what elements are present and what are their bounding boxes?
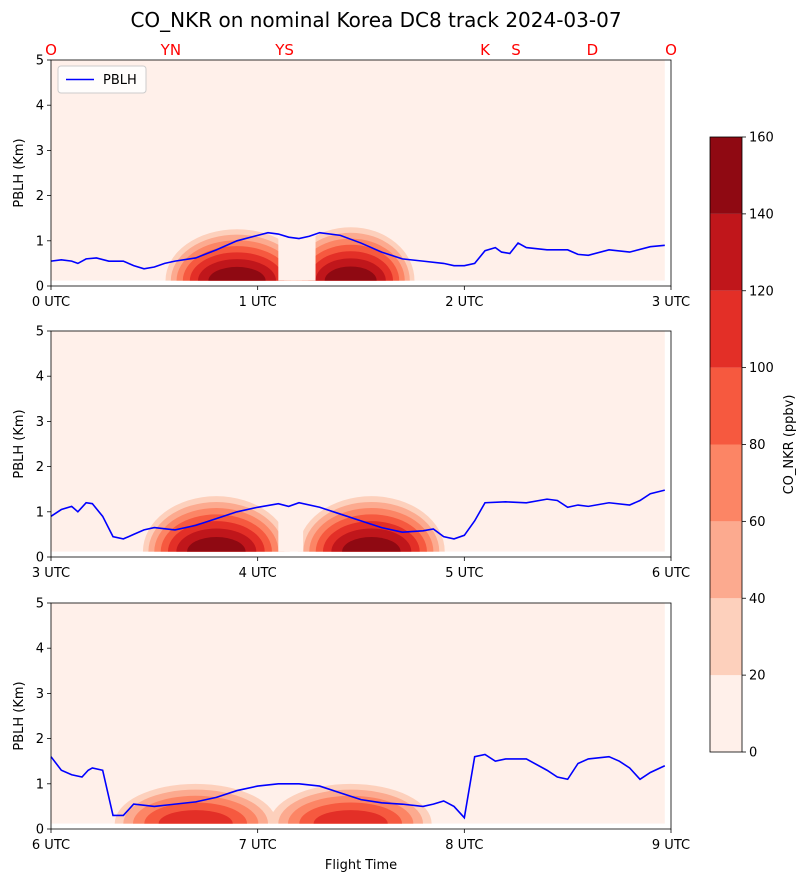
chart-title: CO_NKR on nominal Korea DC8 track 2024-0… (130, 8, 621, 32)
colorbar: 0 20 40 60 80 100 120 140 160 CO_NKR (ppbv) (709, 131, 797, 761)
colorbar-band (710, 367, 742, 445)
contour-level (187, 536, 246, 552)
y-tick-label: 1 (36, 234, 44, 249)
pblh-line (50, 753, 666, 820)
y-tick-label: 0 (36, 823, 44, 838)
y-tick-label: 0 (36, 551, 44, 566)
y-axis-label: PBLH (Km) (12, 409, 27, 478)
colorbar-band (710, 521, 742, 599)
colorbar-tick-label: 60 (749, 515, 766, 530)
site-label: K (480, 41, 491, 59)
panel-2: 0 1 2 3 4 5 3 UTC 4 UTC 5 UTC 6 UTC PBLH (Km) (12, 325, 690, 582)
y-tick-label: 2 (36, 460, 44, 475)
legend-label: PBLH (103, 73, 137, 88)
x-axis-label: Flight Time (325, 858, 397, 873)
y-axis-label: PBLH (Km) (12, 138, 27, 207)
pblh-line (50, 489, 665, 540)
y-axis-label: PBLH (Km) (12, 681, 27, 750)
x-tick-label: 7 UTC (239, 838, 277, 853)
colorbar-tick-label: 160 (749, 131, 774, 146)
y-tick-label: 3 (36, 687, 44, 702)
contour-level (313, 810, 388, 824)
site-labels: O YN YS K S D O (45, 41, 677, 59)
y-tick-label: 0 (36, 280, 44, 295)
colorbar-band (710, 598, 742, 676)
colorbar-tick-label: 100 (749, 361, 774, 376)
y-tick-label: 2 (36, 189, 44, 204)
site-label: D (587, 41, 599, 59)
colorbar-tick-label: 0 (749, 746, 757, 761)
y-tick-label: 5 (36, 325, 44, 340)
x-tick-label: 4 UTC (239, 566, 277, 581)
colorbar-label: CO_NKR (ppbv) (782, 395, 797, 495)
site-label: YN (160, 41, 181, 59)
x-tick-label: 2 UTC (445, 295, 483, 310)
y-tick-label: 3 (36, 415, 44, 430)
y-tick-label: 3 (36, 144, 44, 159)
contour-level (158, 810, 233, 824)
colorbar-tick-label: 120 (749, 284, 774, 299)
contour-level (324, 266, 377, 281)
colorbar-band (710, 444, 742, 522)
y-tick-label: 4 (36, 642, 44, 657)
colorbar-band (710, 675, 742, 752)
contour-fill (142, 495, 445, 552)
x-tick-label: 5 UTC (445, 566, 483, 581)
contour-level (342, 536, 401, 552)
y-tick-label: 4 (36, 99, 44, 114)
x-tick-label: 0 UTC (32, 295, 70, 310)
pblh-line (50, 231, 665, 270)
y-tick-label: 4 (36, 370, 44, 385)
colorbar-band (710, 213, 742, 291)
axes-frame (50, 602, 672, 830)
x-tick-label: 1 UTC (239, 295, 277, 310)
site-label: O (665, 41, 677, 59)
y-tick-label: 2 (36, 732, 44, 747)
legend: PBLH (57, 65, 147, 94)
colorbar-tick-label: 140 (749, 207, 774, 222)
x-tick-label: 3 UTC (652, 295, 690, 310)
colorbar-band (710, 137, 742, 214)
contour-fill (165, 224, 415, 281)
x-tick-label: 3 UTC (32, 566, 70, 581)
x-tick-label: 8 UTC (445, 838, 483, 853)
panel-1: 0 1 2 3 4 5 0 UTC 1 UTC 2 UTC 3 UTC PBLH (Km) PBLH (12, 54, 690, 311)
panel-3: 0 1 2 3 4 5 6 UTC 7 UTC 8 UTC 9 UTC PBLH (Km) (12, 597, 690, 854)
site-label: YS (274, 41, 294, 59)
site-label: S (511, 41, 521, 59)
x-tick-label: 6 UTC (652, 566, 690, 581)
x-tick-label: 9 UTC (652, 838, 690, 853)
x-tick-label: 6 UTC (32, 838, 70, 853)
axes-frame (50, 59, 672, 287)
y-tick-label: 5 (36, 54, 44, 69)
contour-gap (278, 224, 316, 281)
site-label: O (45, 41, 57, 59)
contour-level (208, 266, 266, 281)
axes-frame (50, 330, 672, 558)
y-tick-label: 5 (36, 597, 44, 612)
colorbar-tick-label: 80 (749, 438, 766, 453)
y-tick-label: 1 (36, 505, 44, 520)
colorbar-tick-label: 40 (749, 592, 766, 607)
y-tick-label: 1 (36, 777, 44, 792)
colorbar-tick-label: 20 (749, 669, 766, 684)
colorbar-band (710, 290, 742, 368)
